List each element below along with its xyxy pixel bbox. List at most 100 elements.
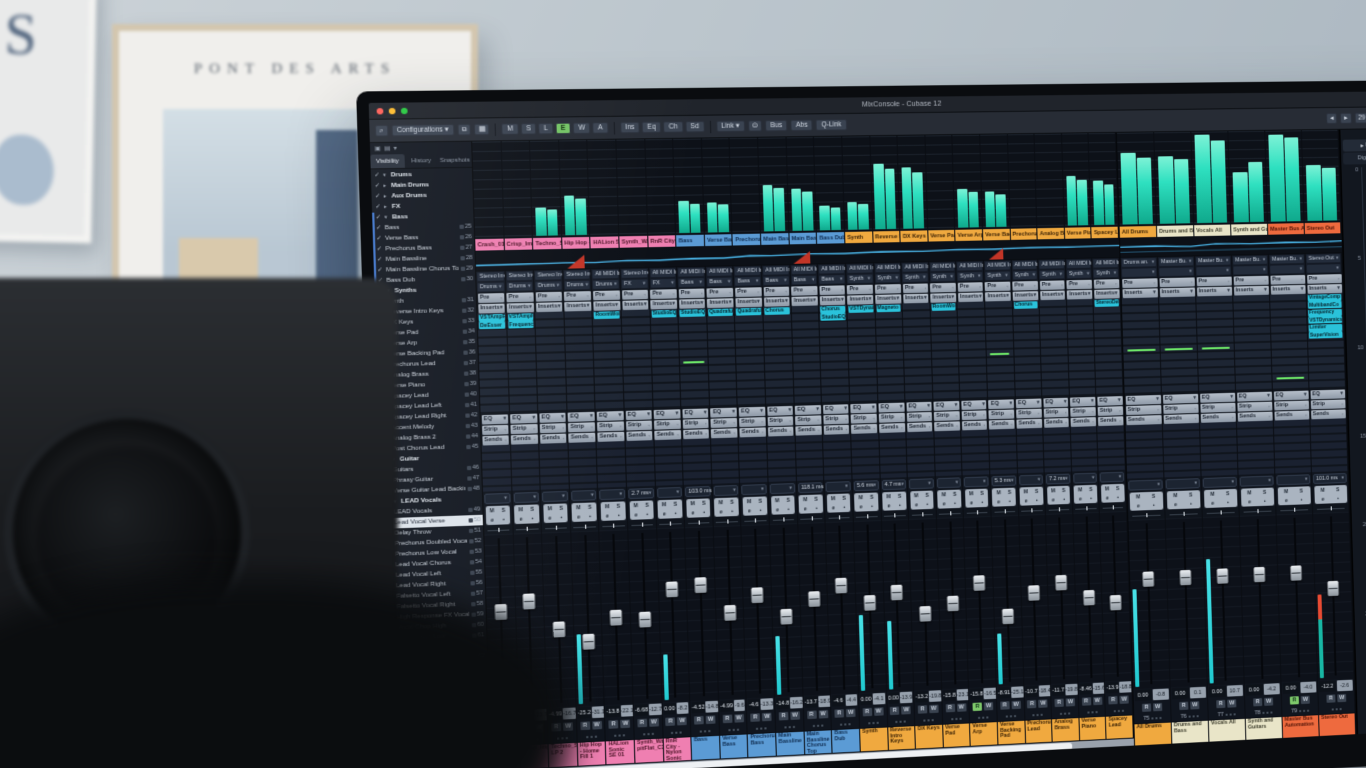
listen-button[interactable]: •: [953, 500, 956, 507]
track-visibility-checkbox[interactable]: ✓: [374, 182, 380, 190]
channel-name-label[interactable]: HALion Sonic SE 01: [606, 739, 636, 765]
rack-strip-header[interactable]: Strip ◦: [1125, 404, 1162, 415]
rack-strip-header[interactable]: Strip ◦: [682, 418, 709, 429]
folder-toggle-icon[interactable]: ▸: [383, 193, 387, 200]
output-routing-select[interactable]: Synth ▾: [930, 272, 956, 282]
write-automation-button[interactable]: W: [1011, 700, 1021, 710]
edit-channel-button[interactable]: e: [1284, 497, 1288, 504]
delay-compensation-select[interactable]: 101.0 ms ▾: [1312, 472, 1347, 484]
output-routing-select[interactable]: Synth ▾: [985, 271, 1010, 281]
track-visibility-checkbox[interactable]: ✓: [374, 193, 381, 200]
delay-compensation-select[interactable]: ▾: [1018, 473, 1044, 485]
rack-eq-header[interactable]: EQ ▾: [1125, 394, 1161, 405]
rack-sends-header[interactable]: Sends ◦: [481, 434, 509, 446]
channel-edit-icon[interactable]: [460, 245, 465, 250]
channel-name-label[interactable]: Reverse Intro Keys: [887, 726, 917, 750]
read-automation-button[interactable]: R: [665, 717, 676, 727]
channel-state-button-e[interactable]: E: [555, 122, 572, 135]
rack-strip-header[interactable]: Strip ◦: [1016, 408, 1042, 419]
write-automation-button[interactable]: W: [790, 711, 800, 720]
channel-name-label[interactable]: Verse Arp: [970, 722, 999, 746]
listen-button[interactable]: •: [674, 510, 677, 517]
pan-position-tick[interactable]: [1004, 508, 1006, 514]
solo-button[interactable]: S: [1336, 486, 1340, 493]
rack-eq-header[interactable]: EQ ▾: [596, 410, 624, 421]
insert-plugin-slot[interactable]: Chorus: [764, 306, 790, 315]
edit-channel-button[interactable]: e: [803, 505, 808, 513]
listen-button[interactable]: •: [898, 502, 901, 509]
rack-pre-header[interactable]: Pre ◦: [1012, 280, 1038, 291]
rack-inserts-header[interactable]: Inserts ▾: [875, 293, 902, 304]
channel-edit-icon[interactable]: [467, 476, 472, 481]
read-automation-button[interactable]: R: [778, 711, 789, 721]
output-routing-select[interactable]: Bass ▾: [763, 276, 789, 286]
write-automation-button[interactable]: W: [956, 703, 967, 712]
solo-button[interactable]: S: [870, 494, 874, 501]
listen-button[interactable]: •: [1090, 495, 1093, 502]
rack-sends-header[interactable]: Sends ◦: [682, 428, 710, 439]
rack-inserts-header[interactable]: Inserts ▾: [678, 298, 706, 309]
input-routing-select[interactable]: Master Bu. ▾: [1158, 257, 1194, 267]
mute-button[interactable]: M: [1104, 485, 1110, 493]
channel-name-top[interactable]: Bass: [676, 234, 706, 247]
input-routing-select[interactable]: All MIDI In.▾: [984, 261, 1012, 270]
rack-inserts-header[interactable]: Inserts ▾: [1039, 289, 1066, 300]
output-routing-select[interactable]: Bass ▾: [678, 278, 705, 288]
output-routing-select[interactable]: Synth ▾: [957, 272, 983, 281]
read-automation-button[interactable]: R: [1326, 694, 1336, 703]
channel-name-label[interactable]: Bass Dub: [832, 728, 861, 753]
channel-edit-icon[interactable]: [463, 350, 468, 355]
pan-position-tick[interactable]: [977, 509, 979, 515]
solo-button[interactable]: S: [1226, 490, 1230, 497]
input-routing-select[interactable]: All MIDI In.▾: [847, 264, 874, 273]
rack-eq-header[interactable]: EQ ▾: [710, 407, 737, 418]
output-routing-select[interactable]: Synth ▾: [875, 273, 900, 283]
rack-pre-header[interactable]: Pre ◦: [678, 287, 706, 298]
rack-strip-header[interactable]: Strip ◦: [1273, 400, 1309, 411]
write-automation-button[interactable]: W: [1038, 699, 1048, 708]
insert-plugin-slot[interactable]: StudioEQ: [679, 308, 706, 317]
rack-sends-header[interactable]: Sends ◦: [961, 419, 988, 430]
rack-eq-header[interactable]: EQ ▾: [988, 398, 1015, 409]
rack-eq-header[interactable]: EQ ▾: [1273, 390, 1309, 401]
delay-compensation-select[interactable]: 2.7 ms ▾: [628, 487, 654, 499]
sidebar-tab-snapshots[interactable]: Snapshots: [439, 156, 470, 164]
rack-pre-header[interactable]: Pre ◦: [1093, 278, 1119, 289]
rack-inserts-header[interactable]: Inserts ▾: [735, 297, 762, 307]
rack-strip-header[interactable]: Strip ◦: [710, 417, 738, 428]
output-routing-select[interactable]: Synth ▾: [902, 273, 928, 282]
rack-eq-header[interactable]: EQ ▾: [1310, 388, 1345, 399]
rack-sends-header[interactable]: Sends ◦: [1125, 414, 1162, 425]
listen-button[interactable]: •: [589, 513, 592, 520]
listen-button[interactable]: •: [926, 501, 929, 508]
listen-button[interactable]: •: [560, 514, 563, 521]
rack-inserts-header[interactable]: Inserts ▾: [957, 291, 984, 302]
listen-button[interactable]: •: [502, 516, 505, 523]
rack-pre-header[interactable]: Pre ◦: [1039, 279, 1065, 290]
channel-name-top[interactable]: Crisp_Impact: [504, 238, 534, 251]
solo-button[interactable]: S: [1299, 487, 1304, 495]
edit-channel-button[interactable]: e: [605, 512, 610, 520]
rack-eq-header[interactable]: EQ ▾: [738, 406, 766, 417]
mute-button[interactable]: M: [1173, 492, 1178, 499]
rack-inserts-header[interactable]: Inserts ▾: [1159, 286, 1195, 297]
mute-button[interactable]: M: [1077, 486, 1083, 493]
edit-channel-button[interactable]: e: [747, 507, 751, 515]
insert-plugin-slot[interactable]: RoomWorks SE: [594, 310, 620, 319]
delay-compensation-select[interactable]: ▾: [484, 492, 511, 504]
listen-button[interactable]: •: [815, 505, 818, 512]
solo-button[interactable]: S: [673, 501, 678, 508]
edit-channel-button[interactable]: e: [548, 514, 552, 522]
delay-compensation-select[interactable]: ▾: [570, 489, 597, 501]
input-routing-select[interactable]: All MIDI In.▾: [763, 266, 790, 275]
output-routing-select[interactable]: FX ▾: [650, 278, 676, 288]
channel-edit-icon[interactable]: [461, 277, 466, 282]
rack-eq-header[interactable]: EQ ▾: [1015, 397, 1042, 408]
channel-name-top[interactable]: Stereo Out: [1304, 222, 1342, 235]
channel-name-top[interactable]: Verse Bass: [704, 234, 734, 247]
rack-strip-header[interactable]: Strip ◦: [1310, 398, 1346, 409]
write-automation-button[interactable]: W: [901, 705, 912, 715]
channel-state-button-s[interactable]: S: [520, 122, 537, 136]
mute-button[interactable]: M: [1023, 488, 1029, 495]
rack-eq-header[interactable]: EQ ▾: [1162, 393, 1198, 404]
